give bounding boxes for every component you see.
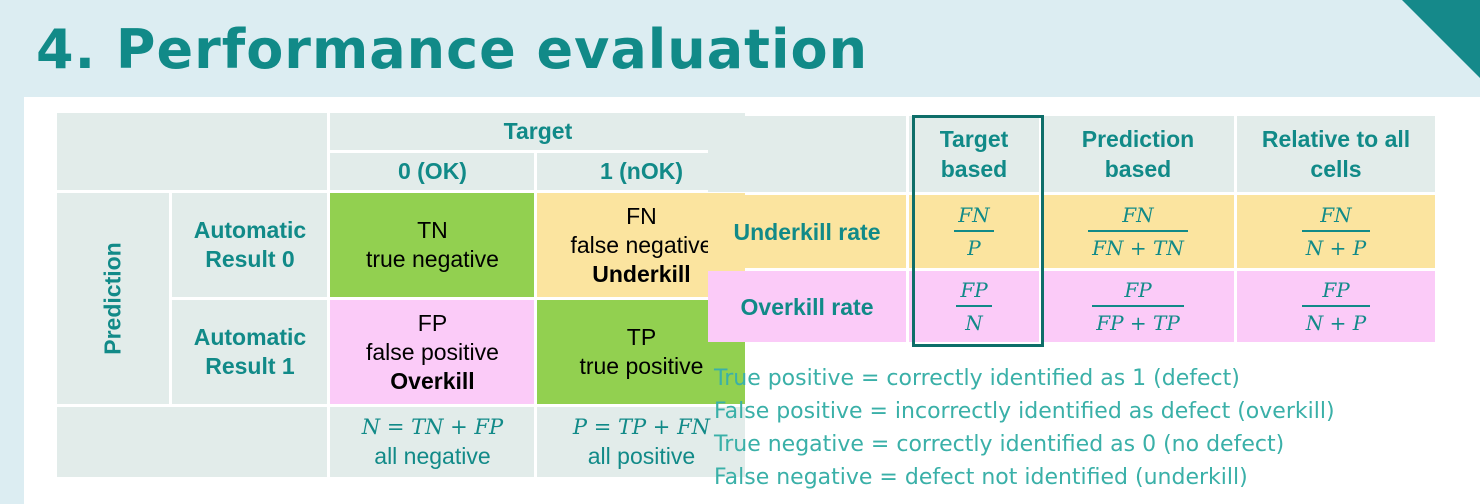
overkill-target-based: FP N bbox=[909, 271, 1039, 342]
sum-negative-label: all negative bbox=[374, 443, 491, 469]
fp-note: Overkill bbox=[390, 367, 475, 394]
fraction-numerator: FP bbox=[1092, 278, 1184, 307]
fraction-numerator: FP bbox=[1301, 278, 1371, 307]
overkill-prediction-based: FP FP + TP bbox=[1042, 271, 1234, 342]
header-relative-all: Relative to all cells bbox=[1237, 116, 1435, 192]
page-title: 4. Performance evaluation bbox=[36, 18, 869, 81]
fraction-denominator: N + P bbox=[1305, 311, 1367, 335]
row0-label-line1: Automatic bbox=[193, 217, 307, 243]
fraction-denominator: FN + TN bbox=[1092, 236, 1184, 260]
row0-label-line2: Result 0 bbox=[205, 246, 295, 272]
definition-false-negative: False negative = defect not identified (… bbox=[714, 465, 1248, 490]
tn-desc: true negative bbox=[365, 246, 499, 272]
overkill-rate-label: Overkill rate bbox=[708, 271, 906, 342]
fraction-numerator: FN bbox=[1301, 203, 1371, 232]
tp-abbr: TP bbox=[626, 324, 657, 350]
sum-negative-formula: N = TN + FP bbox=[361, 415, 504, 439]
header-relative-line2: cells bbox=[1310, 156, 1362, 182]
definitions-list: True positive = correctly identified as … bbox=[714, 362, 1335, 494]
cell-false-positive: FP false positive Overkill bbox=[330, 300, 535, 404]
underkill-prediction-based: FN FN + TN bbox=[1042, 195, 1234, 268]
tp-desc: true positive bbox=[579, 353, 704, 379]
definition-false-positive: False positive = incorrectly identified … bbox=[714, 399, 1335, 424]
definition-true-negative: True negative = correctly identified as … bbox=[714, 432, 1285, 457]
header-relative-line1: Relative to all bbox=[1261, 126, 1411, 152]
cell-true-negative: TN true negative bbox=[330, 193, 535, 297]
target-col-ok: 0 (OK) bbox=[330, 153, 535, 190]
rate-table: Target based Prediction based Relative t… bbox=[705, 113, 1438, 345]
overkill-relative-all: FP N + P bbox=[1237, 271, 1435, 342]
sum-positive-formula: P = TP + FN bbox=[572, 415, 711, 439]
fp-abbr: FP bbox=[417, 309, 448, 336]
prediction-label-cell: Prediction bbox=[57, 193, 170, 404]
fraction-denominator: P bbox=[967, 236, 981, 260]
fp-desc: false positive bbox=[365, 338, 499, 365]
fraction-numerator: FN bbox=[1088, 203, 1188, 232]
sum-positive-label: all positive bbox=[587, 443, 696, 469]
fn-desc: false negative bbox=[570, 231, 713, 258]
fraction-numerator: FN bbox=[954, 203, 994, 232]
sum-negative-cell: N = TN + FP all negative bbox=[330, 407, 535, 477]
header-target-line1: Target bbox=[939, 126, 1009, 152]
row1-label-line1: Automatic bbox=[193, 324, 307, 350]
cm-empty-corner bbox=[57, 113, 328, 190]
fraction-denominator: N + P bbox=[1305, 236, 1367, 260]
sum-positive-cell: P = TP + FN all positive bbox=[537, 407, 746, 477]
header-prediction-line2: based bbox=[1104, 156, 1172, 182]
fn-note: Underkill bbox=[592, 260, 691, 287]
row-result-1-label: Automatic Result 1 bbox=[172, 300, 328, 404]
target-header: Target bbox=[330, 113, 746, 150]
underkill-rate-label: Underkill rate bbox=[708, 195, 906, 268]
content-panel: Target 0 (OK) 1 (nOK) Prediction Automat… bbox=[24, 97, 1480, 504]
definition-true-positive: True positive = correctly identified as … bbox=[714, 366, 1240, 391]
target-based-highlight-box bbox=[912, 115, 1044, 347]
fraction-numerator: FP bbox=[956, 278, 992, 307]
prediction-label: Prediction bbox=[99, 242, 126, 355]
header-prediction-line1: Prediction bbox=[1081, 126, 1195, 152]
confusion-matrix-table: Target 0 (OK) 1 (nOK) Prediction Automat… bbox=[54, 110, 748, 480]
underkill-target-based: FN P bbox=[909, 195, 1039, 268]
fraction-denominator: N bbox=[965, 311, 983, 335]
fraction-denominator: FP + TP bbox=[1096, 311, 1180, 335]
row1-label-line2: Result 1 bbox=[205, 353, 295, 379]
rate-empty-corner bbox=[708, 116, 906, 192]
fn-abbr: FN bbox=[626, 202, 657, 229]
header-target-line2: based bbox=[940, 156, 1008, 182]
underkill-relative-all: FN N + P bbox=[1237, 195, 1435, 268]
header-target-based: Target based bbox=[909, 116, 1039, 192]
corner-decoration bbox=[1402, 0, 1480, 78]
cm-empty-bottom bbox=[57, 407, 328, 477]
tn-abbr: TN bbox=[417, 217, 448, 243]
header-prediction-based: Prediction based bbox=[1042, 116, 1234, 192]
row-result-0-label: Automatic Result 0 bbox=[172, 193, 328, 297]
